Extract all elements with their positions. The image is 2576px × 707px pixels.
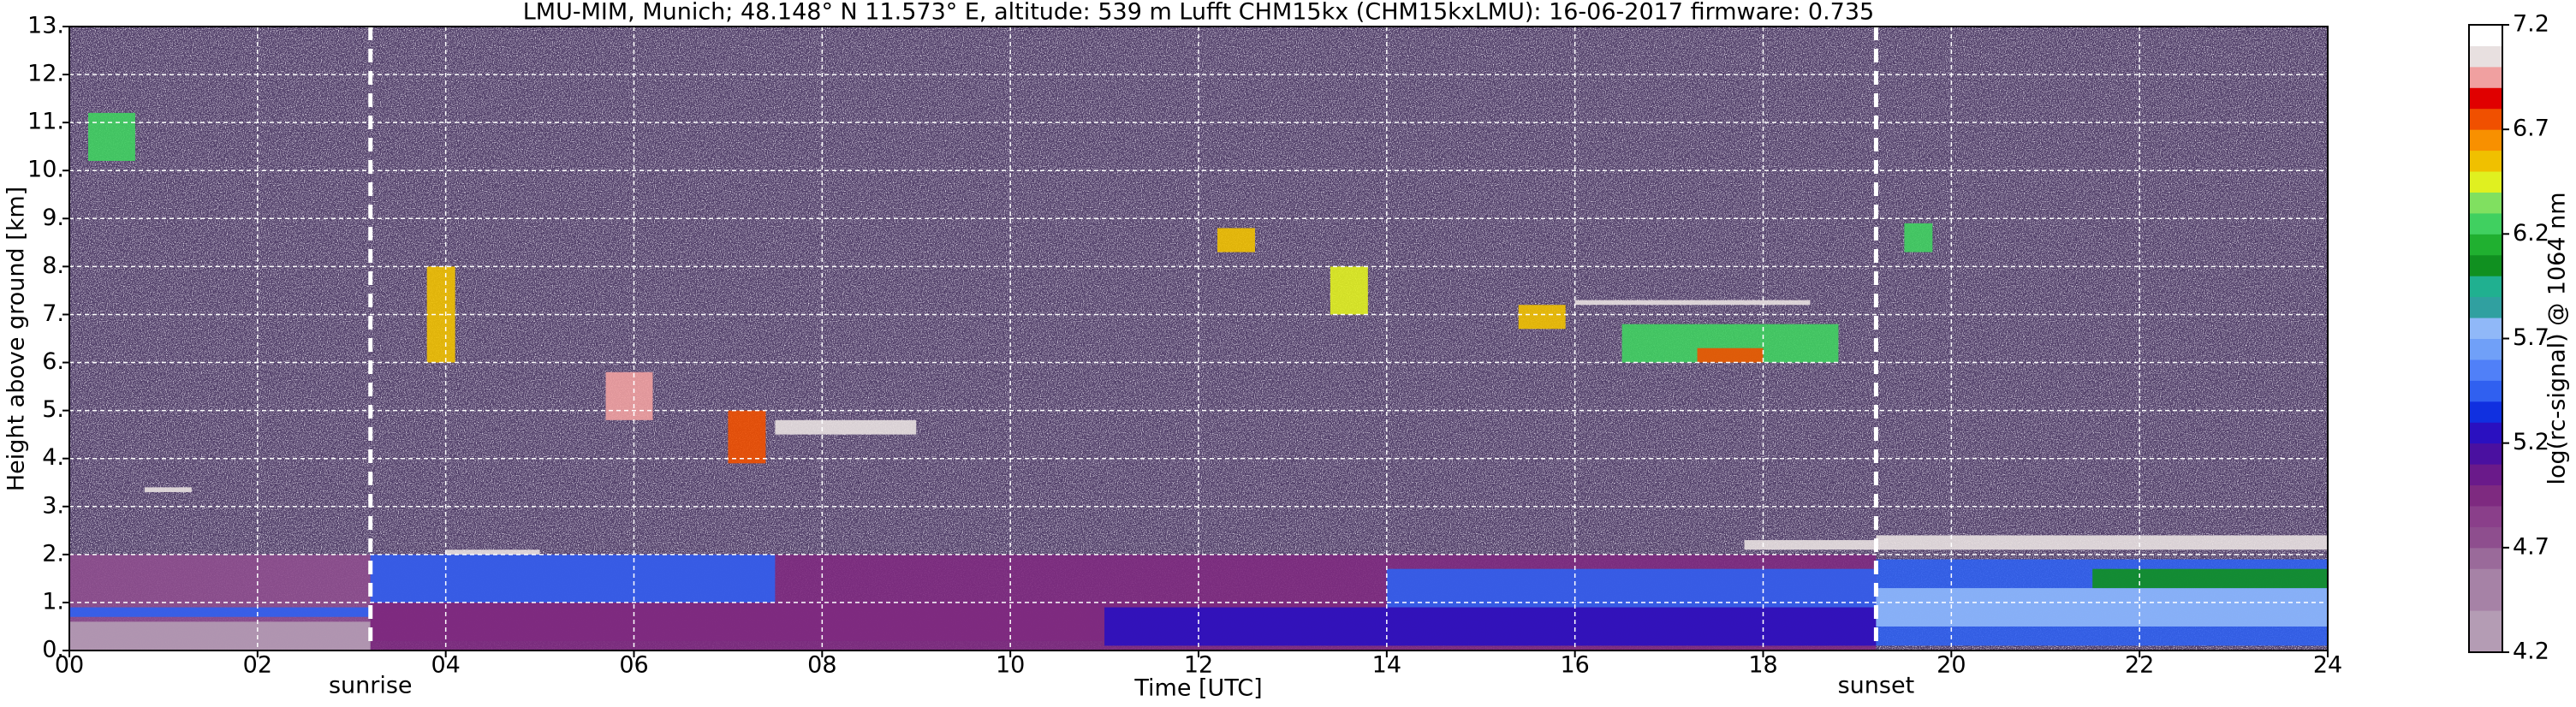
signal-region: [728, 410, 766, 464]
x-tick-label: 02: [243, 652, 272, 679]
x-tick-label: 10: [996, 652, 1025, 679]
colorbar-segment: [2469, 171, 2502, 193]
colorbar-segment: [2469, 464, 2502, 486]
signal-region: [1518, 305, 1566, 330]
colorbar-tick-label: 5.2: [2513, 429, 2549, 455]
signal-region: [1104, 607, 1877, 646]
y-tick-label: 13.: [27, 13, 64, 39]
x-tick-label: 04: [431, 652, 460, 679]
colorbar-segment: [2469, 87, 2502, 110]
y-tick-label: 4.: [42, 444, 64, 471]
colorbar-segment: [2469, 150, 2502, 172]
x-tick-label: 16: [1560, 652, 1589, 679]
y-tick-label: 10.: [27, 157, 64, 183]
colorbar-segment: [2469, 212, 2502, 235]
y-tick-label: 0.: [42, 637, 64, 663]
y-tick-label: 2.: [42, 540, 64, 567]
annotation-label: sunrise: [329, 673, 413, 699]
signal-region: [2092, 568, 2328, 589]
annotation-label: sunset: [1838, 673, 1915, 699]
signal-region: [87, 112, 135, 162]
colorbar-segment: [2469, 589, 2502, 611]
colorbar-segment: [2469, 631, 2502, 653]
signal-region: [605, 371, 653, 420]
signal-region: [69, 607, 371, 617]
x-tick-label: 14: [1372, 652, 1401, 679]
colorbar-segment: [2469, 66, 2502, 88]
signal-region: [144, 487, 192, 492]
x-tick-label: 24: [2313, 652, 2342, 679]
signal-region: [1904, 223, 1933, 253]
signal-region: [1697, 348, 1764, 363]
colorbar-segment: [2469, 318, 2502, 339]
plot-frame: [68, 26, 2329, 651]
colorbar-segment: [2469, 568, 2502, 591]
colorbar-segment: [2469, 443, 2502, 465]
y-tick-label: 7.: [42, 300, 64, 327]
signal-region: [1217, 228, 1255, 253]
colorbar-segment: [2469, 296, 2502, 318]
colorbar-tick-label: 7.2: [2513, 11, 2549, 38]
signal-region: [1386, 568, 1877, 608]
colorbar-segment: [2469, 526, 2502, 549]
signal-region: [69, 621, 371, 651]
colorbar-segment: [2469, 401, 2502, 423]
colorbar-tick-label: 6.7: [2513, 116, 2549, 142]
signal-region: [1330, 266, 1368, 315]
colorbar-segment: [2469, 129, 2502, 152]
signal-region: [1744, 540, 1877, 550]
signal-region: [775, 419, 917, 435]
x-tick-label: 12: [1184, 652, 1213, 679]
colorbar-tick-label: 4.7: [2513, 533, 2549, 560]
colorbar-segment: [2469, 338, 2502, 360]
colorbar-segment: [2469, 276, 2502, 298]
y-tick-label: 12.: [27, 61, 64, 87]
x-tick-label: 00: [55, 652, 84, 679]
y-tick-label: 6.: [42, 348, 64, 375]
colorbar-segment: [2469, 610, 2502, 633]
signal-region: [445, 550, 540, 555]
colorbar-segment: [2469, 192, 2502, 214]
y-tick-label: 8.: [42, 253, 64, 279]
colorbar-segment: [2469, 359, 2502, 381]
signal-region: [370, 554, 776, 603]
x-tick-label: 22: [2125, 652, 2154, 679]
y-tick-label: 3.: [42, 492, 64, 519]
colorbar-segment: [2469, 484, 2502, 507]
colorbar-segment: [2469, 108, 2502, 130]
chart-title: LMU-MIM, Munich; 48.148° N 11.573° E, al…: [523, 0, 1874, 26]
colorbar-segment: [2469, 547, 2502, 569]
colorbar-segment: [2469, 380, 2502, 402]
colorbar-tick-label: 5.7: [2513, 324, 2549, 351]
x-tick-label: 18: [1748, 652, 1777, 679]
signal-region: [1574, 300, 1811, 306]
colorbar-segment: [2469, 25, 2502, 46]
colorbar-segment: [2469, 505, 2502, 527]
colorbar-segment: [2469, 422, 2502, 444]
x-axis-label: Time [UTC]: [1133, 675, 1262, 702]
x-tick-label: 06: [619, 652, 648, 679]
colorbar-tick-label: 4.2: [2513, 639, 2549, 665]
y-tick-label: 11.: [27, 109, 64, 135]
y-tick-label: 5.: [42, 396, 64, 423]
x-tick-label: 20: [1936, 652, 1966, 679]
y-tick-label: 9.: [42, 205, 64, 231]
signal-region: [1876, 588, 2328, 627]
colorbar-segment: [2469, 254, 2502, 276]
y-tick-label: 1.: [42, 588, 64, 615]
colorbar-tick-label: 6.2: [2513, 220, 2549, 247]
colorbar-segment: [2469, 45, 2502, 68]
x-tick-label: 08: [807, 652, 836, 679]
colorbar-segment: [2469, 234, 2502, 256]
y-axis-label: Height above ground [km]: [3, 187, 30, 491]
signal-region: [1876, 535, 2328, 550]
colorbar-label: log(rc-signal) @ 1064 nm: [2544, 192, 2571, 484]
